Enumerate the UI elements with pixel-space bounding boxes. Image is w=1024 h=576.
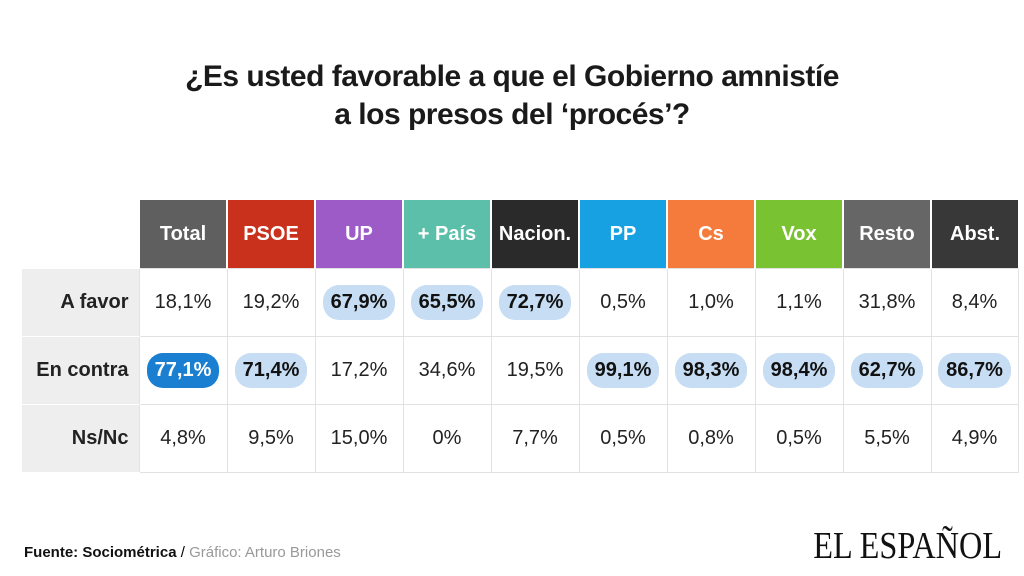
value-label: 5,5% xyxy=(864,427,910,449)
value-cell: 62,7% xyxy=(842,336,932,405)
value-cell: 0% xyxy=(402,404,492,473)
separator: / xyxy=(176,544,190,561)
value-label: 77,1% xyxy=(146,353,220,388)
column-header: Resto xyxy=(842,200,931,269)
value-label: 0% xyxy=(432,427,462,449)
column-header: PP xyxy=(578,200,667,269)
value-cell: 0,5% xyxy=(578,268,668,337)
column-header: Abst. xyxy=(930,200,1018,269)
footer: Fuente: Sociométrica / Gráfico: Arturo B… xyxy=(24,544,341,561)
value-label: 34,6% xyxy=(418,359,476,381)
el-espanol-logo: EL ESPAÑOL xyxy=(813,525,1002,567)
value-label: 98,3% xyxy=(674,353,748,388)
row-label: Ns/Nc xyxy=(22,404,139,473)
column-header: PSOE xyxy=(226,200,315,269)
value-label: 1,0% xyxy=(688,291,734,313)
value-label: 0,5% xyxy=(776,427,822,449)
value-cell: 19,2% xyxy=(226,268,316,337)
value-cell: 18,1% xyxy=(138,268,228,337)
corner-cell xyxy=(22,200,139,269)
credit-text: Gráfico: Arturo Briones xyxy=(189,544,341,561)
title-line-2: a los presos del ‘procés’? xyxy=(334,98,690,131)
source-text: Fuente: Sociométrica xyxy=(24,544,177,561)
value-label: 1,1% xyxy=(776,291,822,313)
value-cell: 86,7% xyxy=(930,336,1019,405)
value-label: 65,5% xyxy=(410,285,484,320)
value-cell: 7,7% xyxy=(490,404,580,473)
value-cell: 71,4% xyxy=(226,336,316,405)
value-label: 19,5% xyxy=(506,359,564,381)
column-header: Nacion. xyxy=(490,200,579,269)
row-label: En contra xyxy=(22,336,139,405)
value-cell: 72,7% xyxy=(490,268,580,337)
value-cell: 9,5% xyxy=(226,404,316,473)
value-label: 0,5% xyxy=(600,427,646,449)
value-label: 7,7% xyxy=(512,427,558,449)
value-cell: 65,5% xyxy=(402,268,492,337)
column-header: Total xyxy=(138,200,227,269)
row-label: A favor xyxy=(22,268,139,337)
value-label: 19,2% xyxy=(242,291,300,313)
value-cell: 67,9% xyxy=(314,268,404,337)
value-cell: 4,8% xyxy=(138,404,228,473)
value-label: 67,9% xyxy=(322,285,396,320)
table-row: A favor 18,1% 19,2% 67,9% 65,5% 72,7% 0,5% 1,0%… xyxy=(22,268,1019,337)
value-label: 0,8% xyxy=(688,427,734,449)
value-cell: 0,8% xyxy=(666,404,756,473)
value-cell: 1,1% xyxy=(754,268,844,337)
value-label: 86,7% xyxy=(938,353,1011,388)
value-cell: 77,1% xyxy=(138,336,228,405)
value-cell: 0,5% xyxy=(578,404,668,473)
value-label: 72,7% xyxy=(498,285,572,320)
table-row: Ns/Nc 4,8% 9,5% 15,0% 0% 7,7% 0,5% 0,8% 0,5% 5,5%… xyxy=(22,404,1019,473)
value-label: 4,8% xyxy=(160,427,206,449)
value-cell: 4,9% xyxy=(930,404,1019,473)
value-label: 17,2% xyxy=(330,359,388,381)
column-header: UP xyxy=(314,200,403,269)
value-cell: 98,4% xyxy=(754,336,844,405)
value-cell: 34,6% xyxy=(402,336,492,405)
value-cell: 0,5% xyxy=(754,404,844,473)
value-label: 71,4% xyxy=(234,353,308,388)
value-label: 98,4% xyxy=(762,353,836,388)
title-line-1: ¿Es usted favorable a que el Gobierno am… xyxy=(185,60,839,93)
value-cell: 15,0% xyxy=(314,404,404,473)
value-cell: 1,0% xyxy=(666,268,756,337)
value-label: 18,1% xyxy=(154,291,212,313)
value-label: 31,8% xyxy=(858,291,916,313)
value-cell: 19,5% xyxy=(490,336,580,405)
results-table: Total PSOE UP + País Nacion. PP Cs Vox Resto Abst… xyxy=(22,200,1019,473)
value-cell: 99,1% xyxy=(578,336,668,405)
column-header: + País xyxy=(402,200,491,269)
column-header: Vox xyxy=(754,200,843,269)
value-label: 0,5% xyxy=(600,291,646,313)
value-cell: 5,5% xyxy=(842,404,932,473)
value-label: 9,5% xyxy=(248,427,294,449)
value-cell: 8,4% xyxy=(930,268,1019,337)
value-cell: 98,3% xyxy=(666,336,756,405)
chart-title: ¿Es usted favorable a que el Gobierno am… xyxy=(0,58,1024,134)
value-label: 62,7% xyxy=(850,353,924,388)
value-label: 4,9% xyxy=(951,427,998,449)
table-row: En contra 77,1% 71,4% 17,2% 34,6% 19,5% 99,1% 9… xyxy=(22,336,1019,405)
value-label: 8,4% xyxy=(951,291,998,313)
value-label: 99,1% xyxy=(586,353,660,388)
value-cell: 17,2% xyxy=(314,336,404,405)
value-cell: 31,8% xyxy=(842,268,932,337)
value-label: 15,0% xyxy=(330,427,388,449)
column-header: Cs xyxy=(666,200,755,269)
